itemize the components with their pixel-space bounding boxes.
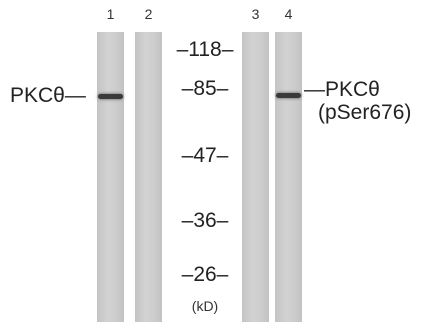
lane [97,32,124,322]
lane-number: 2 [135,6,162,22]
marker: –36– [160,209,250,233]
marker: –47– [160,144,250,168]
lane-number: 1 [97,6,124,22]
marker-label: 118 [188,38,221,61]
marker-label: 26 [193,263,216,286]
band [276,93,301,98]
lane-number: 4 [275,6,302,22]
phospho-site: (pSer676) [318,101,411,125]
protein-name: PKCθ [10,84,65,107]
lane [275,32,302,322]
marker-label: 36 [193,209,216,232]
protein-name: PKCθ [325,78,380,101]
western-blot: 1 2 3 4 –118– –85– –47– –36– –26– (kD) P… [0,0,430,322]
lane [135,32,162,322]
marker-label: 85 [193,77,216,100]
marker: –118– [160,38,250,62]
protein-label: PKCθ— [10,84,86,108]
band [98,94,123,99]
unit-label: (kD) [160,298,250,314]
lane-number: 3 [242,6,269,22]
protein-label: —PKCθ [304,78,380,102]
marker-label: 47 [193,144,216,167]
marker: –85– [160,77,250,101]
marker: –26– [160,263,250,287]
